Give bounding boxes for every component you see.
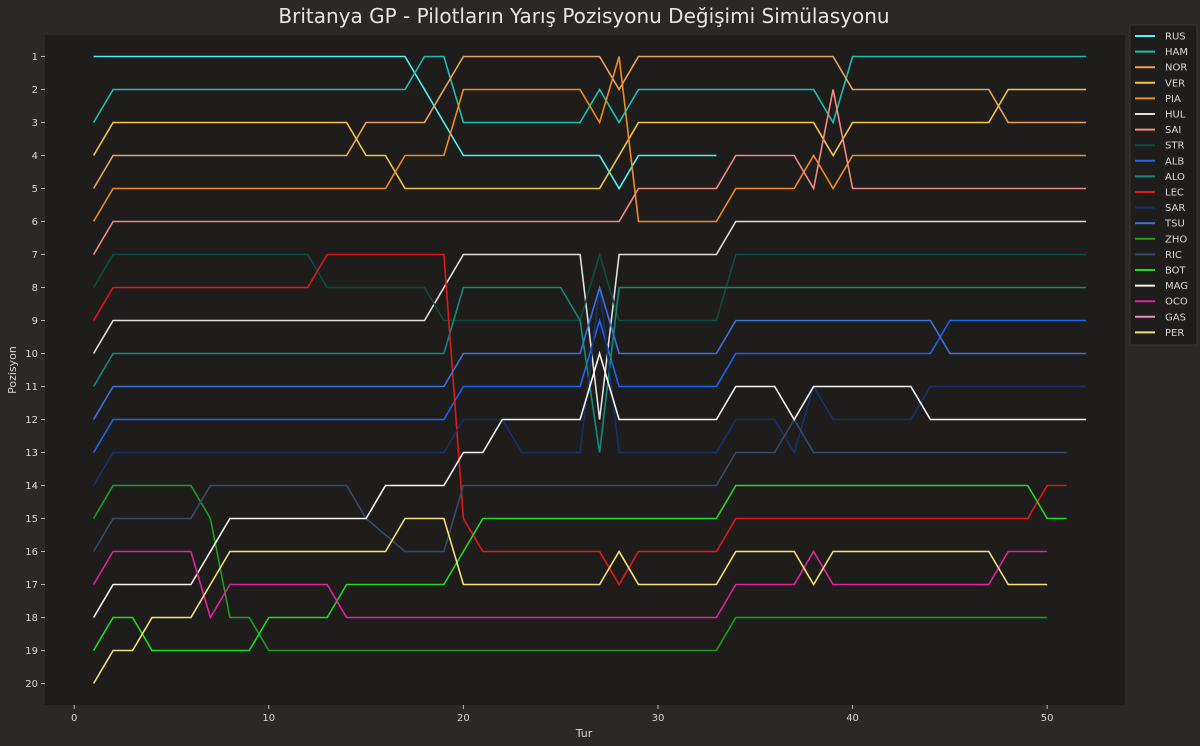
y-tick-label: 4 [32,151,38,162]
series-lines [92,55,1087,684]
series-line-zho [92,484,1048,652]
legend-label-gas: GAS [1165,312,1186,323]
y-tick-label: 15 [25,514,38,525]
x-tick-label: 40 [846,713,859,724]
series-line-per [92,517,1048,684]
series-line-oco [92,549,1048,620]
y-tick-label: 20 [25,679,38,690]
series-line-nor [92,55,1087,189]
y-tick-label: 10 [25,349,38,360]
series-line-tsu [92,284,1087,420]
series-line-sai [92,89,1087,255]
y-tick-label: 16 [25,547,38,558]
y-tick-label: 2 [32,85,38,96]
x-tick-label: 50 [1041,713,1054,724]
series-line-hul [92,220,1087,420]
legend-label-str: STR [1165,141,1184,152]
series-line-ric [92,417,1067,553]
legend-label-hul: HUL [1165,110,1186,121]
series-line-lec [92,253,1067,587]
chart-title: Britanya GP - Pilotların Yarış Pozisyonu… [278,4,889,28]
series-line-alb [92,317,1087,453]
y-tick-label: 7 [32,250,38,261]
series-line-mag [92,350,1087,618]
legend-box [1129,24,1198,346]
legend-label-alo: ALO [1165,172,1185,183]
series-line-ver [92,88,1087,190]
legend-label-oco: OCO [1165,297,1188,308]
y-tick-label: 19 [25,646,38,657]
y-tick-label: 5 [32,184,38,195]
legend-label-alb: ALB [1165,156,1184,167]
series-line-str [92,251,1087,322]
legend-label-tsu: TSU [1164,219,1185,230]
y-tick-label: 13 [25,448,38,459]
x-tick-label: 10 [262,713,275,724]
legend-label-rus: RUS [1165,32,1186,43]
y-axis-label: Pozisyon [6,346,19,394]
legend-label-per: PER [1165,328,1184,339]
y-tick-label: 8 [32,283,38,294]
legend-label-ver: VER [1165,78,1185,89]
x-axis: 0 10 20 30 40 50 [71,705,1054,724]
y-tick-label: 3 [32,118,38,129]
y-tick-label: 9 [32,316,38,327]
series-line-alo [92,286,1087,453]
y-tick-label: 11 [25,382,38,393]
legend-label-bot: BOT [1165,266,1187,277]
legend-label-ric: RIC [1165,250,1182,261]
y-tick-label: 6 [32,217,38,228]
legend-label-ham: HAM [1165,47,1188,58]
legend-label-zho: ZHO [1165,234,1187,245]
y-tick-label: 17 [25,580,38,591]
x-axis-label: Tur [575,727,593,740]
legend-label-sar: SAR [1165,203,1185,214]
y-tick-label: 12 [25,415,38,426]
legend: RUS HAM NOR VER PIA HUL SAI STR ALB ALO LEC SAR TSU Z… [1129,24,1198,346]
legend-label-sai: SAI [1165,125,1181,136]
y-tick-label: 1 [32,52,38,63]
legend-label-mag: MAG [1165,281,1188,292]
x-tick-label: 0 [71,713,77,724]
legend-label-lec: LEC [1165,188,1184,199]
y-tick-label: 14 [25,481,38,492]
series-line-sar [92,287,1087,486]
legend-label-pia: PIA [1165,94,1181,105]
series-line-pia [92,56,1087,223]
x-tick-label: 30 [652,713,665,724]
legend-label-nor: NOR [1165,63,1187,74]
x-tick-label: 20 [457,713,470,724]
y-tick-label: 18 [25,613,38,624]
